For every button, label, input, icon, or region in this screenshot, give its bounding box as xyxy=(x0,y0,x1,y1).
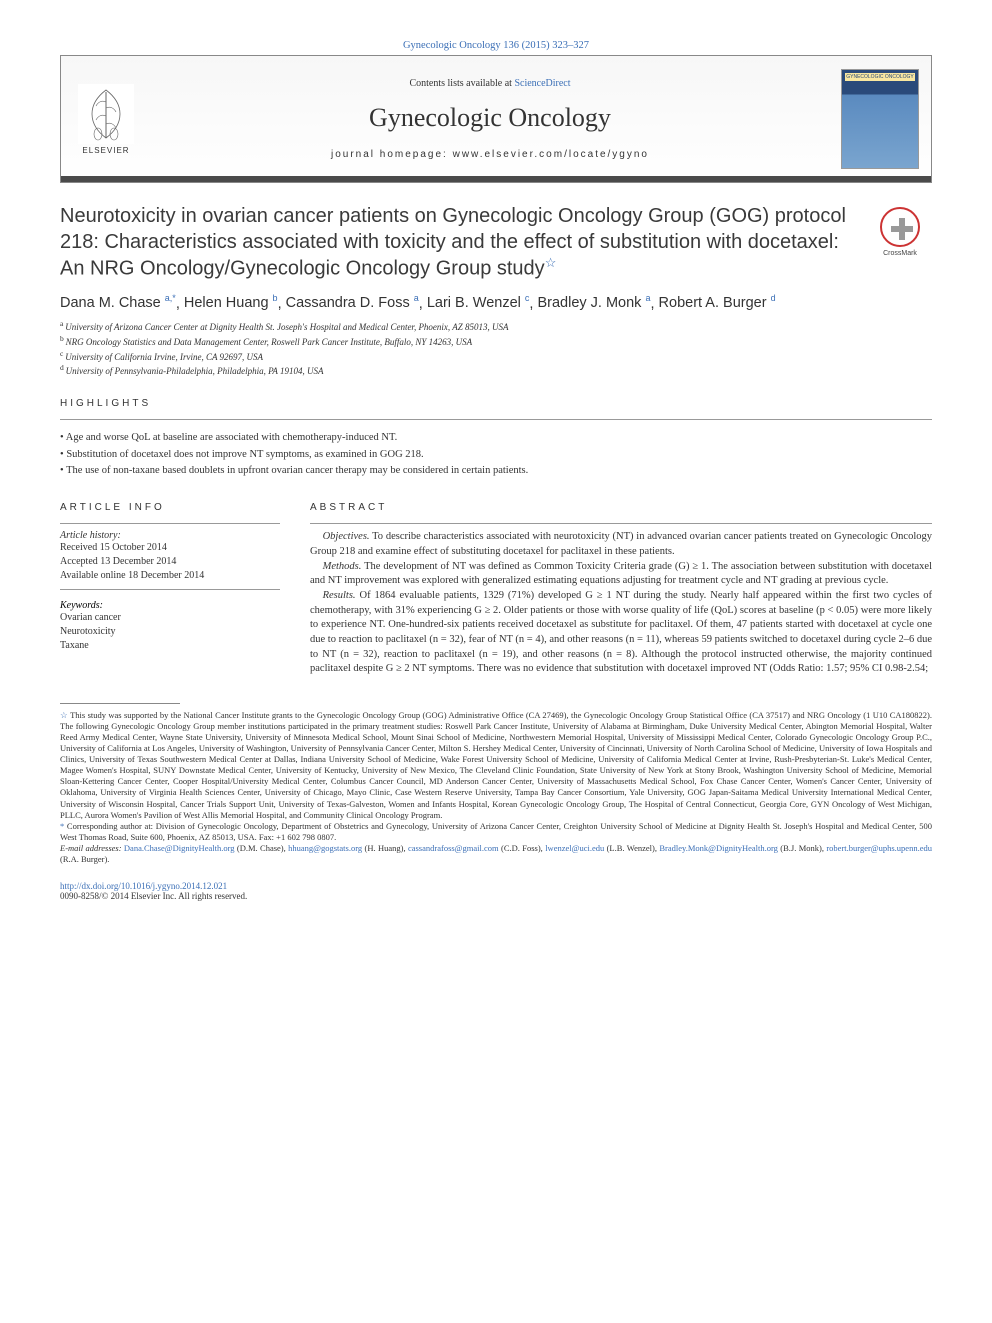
funding-footnote: ☆ This study was supported by the Nation… xyxy=(60,710,932,820)
history-line: Received 15 October 2014 xyxy=(60,541,280,555)
author-affil-marker: d xyxy=(771,294,776,304)
journal-cover-thumbnail: GYNECOLOGIC ONCOLOGY xyxy=(841,69,919,169)
email-footnote: E-mail addresses: Dana.Chase@DignityHeal… xyxy=(60,843,932,865)
keywords-label: Keywords: xyxy=(60,600,280,611)
elsevier-logo: ELSEVIER xyxy=(61,76,151,163)
email-who: (B.J. Monk), xyxy=(778,843,826,853)
publisher-name: ELSEVIER xyxy=(82,146,129,155)
email-link[interactable]: hhuang@gogstats.org xyxy=(288,843,362,853)
info-rule-2 xyxy=(60,589,280,590)
author-affil-marker: a xyxy=(414,294,419,304)
title-footnote-marker: ☆ xyxy=(545,255,557,270)
article-info-heading: ARTICLE INFO xyxy=(60,502,280,513)
email-link[interactable]: Bradley.Monk@DignityHealth.org xyxy=(659,843,778,853)
affiliation-line: c University of California Irvine, Irvin… xyxy=(60,349,932,364)
email-who: (L.B. Wenzel), xyxy=(604,843,659,853)
cover-label: GYNECOLOGIC ONCOLOGY xyxy=(845,73,915,81)
email-link[interactable]: robert.burger@uphs.upenn.edu xyxy=(826,843,932,853)
author-affil-marker: a,* xyxy=(165,294,176,304)
highlights-heading: HIGHLIGHTS xyxy=(60,398,932,409)
journal-homepage: journal homepage: www.elsevier.com/locat… xyxy=(151,149,829,160)
author: Helen Huang b xyxy=(184,295,278,311)
abstract-heading: ABSTRACT xyxy=(310,502,932,513)
corresponding-footnote: * Corresponding author at: Division of G… xyxy=(60,821,932,843)
affiliations: a University of Arizona Cancer Center at… xyxy=(60,319,932,377)
sciencedirect-link[interactable]: ScienceDirect xyxy=(514,78,570,89)
author-list: Dana M. Chase a,*, Helen Huang b, Cassan… xyxy=(60,294,932,312)
author: Cassandra D. Foss a xyxy=(286,295,419,311)
corr-text: Corresponding author at: Division of Gyn… xyxy=(60,821,932,842)
email-link[interactable]: Dana.Chase@DignityHealth.org xyxy=(124,843,235,853)
abs-objectives: To describe characteristics associated w… xyxy=(310,531,932,557)
highlight-item: The use of non-taxane based doublets in … xyxy=(60,463,932,480)
author-affil-marker: c xyxy=(525,294,530,304)
contents-line: Contents lists available at ScienceDirec… xyxy=(151,78,829,89)
funding-text: This study was supported by the National… xyxy=(60,710,932,819)
keyword: Neurotoxicity xyxy=(60,625,280,639)
doi-link[interactable]: http://dx.doi.org/10.1016/j.ygyno.2014.1… xyxy=(60,881,227,891)
title-text: Neurotoxicity in ovarian cancer patients… xyxy=(60,205,846,280)
keyword: Taxane xyxy=(60,639,280,653)
history-label: Article history: xyxy=(60,530,280,541)
email-who: (D.M. Chase), xyxy=(235,843,289,853)
affiliation-line: a University of Arizona Cancer Center at… xyxy=(60,319,932,334)
email-label: E-mail addresses: xyxy=(60,843,124,853)
author: Bradley J. Monk a xyxy=(537,295,650,311)
keywords-block: Ovarian cancerNeurotoxicityTaxane xyxy=(60,611,280,653)
article-title: Neurotoxicity in ovarian cancer patients… xyxy=(60,203,848,282)
abs-methods-label: Methods. xyxy=(323,561,362,572)
affiliation-line: d University of Pennsylvania-Philadelphi… xyxy=(60,363,932,378)
author: Lari B. Wenzel c xyxy=(427,295,530,311)
email-who: (C.D. Foss), xyxy=(499,843,546,853)
history-line: Accepted 13 December 2014 xyxy=(60,555,280,569)
info-rule xyxy=(60,523,280,524)
journal-header: ELSEVIER Contents lists available at Sci… xyxy=(60,55,932,183)
email-link[interactable]: lwenzel@uci.edu xyxy=(545,843,604,853)
abs-methods: The development of NT was defined as Com… xyxy=(310,561,932,587)
crossmark-label: CrossMark xyxy=(883,250,917,257)
footnote-rule xyxy=(60,703,180,704)
highlight-item: Age and worse QoL at baseline are associ… xyxy=(60,430,932,447)
contents-prefix: Contents lists available at xyxy=(409,78,514,89)
doi-block: http://dx.doi.org/10.1016/j.ygyno.2014.1… xyxy=(60,881,932,901)
email-link[interactable]: cassandrafoss@gmail.com xyxy=(408,843,499,853)
abstract-rule xyxy=(310,523,932,524)
copyright-line: 0090-8258/© 2014 Elsevier Inc. All right… xyxy=(60,891,247,901)
author-affil-marker: a xyxy=(645,294,650,304)
keyword: Ovarian cancer xyxy=(60,611,280,625)
affiliation-line: b NRG Oncology Statistics and Data Manag… xyxy=(60,334,932,349)
section-rule xyxy=(60,419,932,420)
highlights-list: Age and worse QoL at baseline are associ… xyxy=(60,430,932,480)
history-line: Available online 18 December 2014 xyxy=(60,569,280,583)
email-who: (H. Huang), xyxy=(362,843,408,853)
crossmark-icon xyxy=(880,207,920,247)
abs-results: Of 1864 evaluable patients, 1329 (71%) d… xyxy=(310,590,932,674)
abstract-body: Objectives. To describe characteristics … xyxy=(310,530,932,677)
abs-results-label: Results. xyxy=(323,590,356,601)
email-who: (R.A. Burger). xyxy=(60,854,109,864)
abs-objectives-label: Objectives. xyxy=(323,531,370,542)
funding-marker: ☆ xyxy=(60,710,68,720)
journal-name: Gynecologic Oncology xyxy=(151,103,829,133)
author: Robert A. Burger d xyxy=(659,295,776,311)
history-block: Received 15 October 2014Accepted 13 Dece… xyxy=(60,541,280,583)
author-affil-marker: b xyxy=(273,294,278,304)
footnotes: ☆ This study was supported by the Nation… xyxy=(60,710,932,865)
citation-line: Gynecologic Oncology 136 (2015) 323–327 xyxy=(60,40,932,51)
crossmark-badge[interactable]: CrossMark xyxy=(868,203,932,257)
elsevier-tree-icon xyxy=(78,84,134,144)
author: Dana M. Chase a,* xyxy=(60,295,176,311)
highlight-item: Substitution of docetaxel does not impro… xyxy=(60,447,932,464)
